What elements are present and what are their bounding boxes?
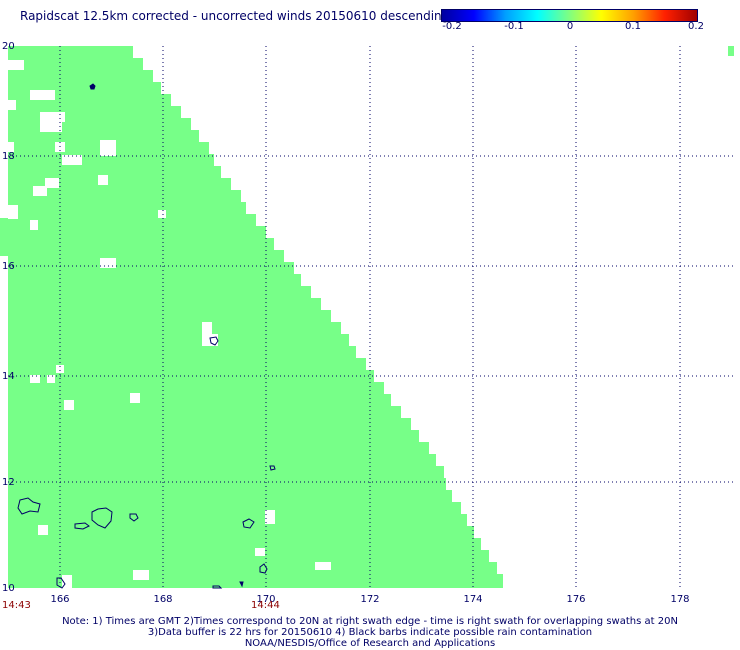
colorbar-tick-label: 0.2 — [688, 21, 704, 32]
latitude-label: 18 — [2, 151, 15, 162]
latitude-label: 10 — [2, 583, 15, 594]
island-outline — [74, 522, 90, 530]
latitude-label: 16 — [2, 261, 15, 272]
longitude-label: 170 — [256, 594, 275, 605]
swath-time-label: 14:44 — [251, 600, 280, 611]
latitude-label: 20 — [2, 41, 15, 52]
longitude-label: 176 — [566, 594, 585, 605]
footnote-line: 3)Data buffer is 22 hrs for 20150610 4) … — [147, 627, 593, 638]
longitude-label: 166 — [50, 594, 69, 605]
island-outline — [209, 336, 219, 346]
colorbar-tick-label: -0.2 — [442, 21, 462, 32]
island-outline — [91, 507, 113, 529]
island-outline — [89, 83, 96, 90]
island-outline — [239, 581, 244, 588]
footnote-line: NOAA/NESDIS/Office of Research and Appli… — [244, 638, 496, 649]
longitude-label: 174 — [463, 594, 482, 605]
longitude-label: 178 — [670, 594, 689, 605]
footnote-line: Note: 1) Times are GMT 2)Times correspon… — [62, 616, 678, 627]
island-outline — [242, 518, 255, 529]
island-outline — [269, 465, 276, 471]
latitude-label: 14 — [2, 371, 15, 382]
island-outline — [17, 497, 41, 515]
colorbar-tick-label: -0.1 — [504, 21, 524, 32]
colorbar-tick-label: 0.1 — [625, 21, 641, 32]
island-outline — [212, 585, 223, 589]
latitude-label: 12 — [2, 477, 15, 488]
swath-data-region — [728, 46, 734, 56]
map-title: Rapidscat 12.5km corrected - uncorrected… — [20, 9, 450, 23]
longitude-label: 168 — [153, 594, 172, 605]
swath-time-label: 14:43 — [2, 600, 31, 611]
island-outline — [129, 513, 139, 522]
swath-data-region — [0, 46, 503, 588]
colorbar-tick-label: 0 — [566, 21, 574, 32]
colorbar — [441, 9, 698, 22]
footnotes: Note: 1) Times are GMT 2)Times correspon… — [0, 616, 740, 649]
longitude-label: 172 — [360, 594, 379, 605]
